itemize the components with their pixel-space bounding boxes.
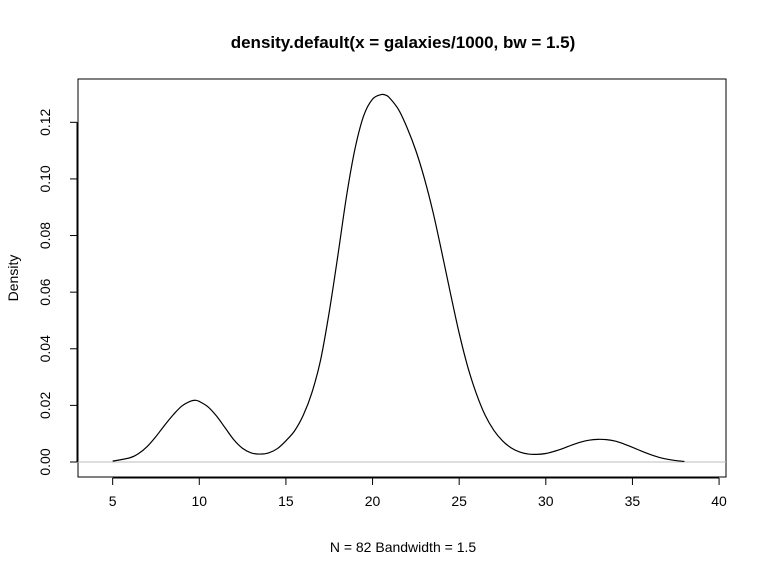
x-tick-label: 20 bbox=[365, 493, 381, 509]
y-tick-label: 0.06 bbox=[37, 278, 53, 305]
x-tick-label: 10 bbox=[191, 493, 207, 509]
x-axis: 5 10 15 20 25 30 35 40 bbox=[109, 477, 727, 509]
x-tick-label: 35 bbox=[625, 493, 641, 509]
y-tick-label: 0.00 bbox=[37, 448, 53, 475]
y-tick-label: 0.10 bbox=[37, 165, 53, 192]
plot-frame bbox=[77, 78, 727, 478]
x-axis-label: N = 82 Bandwidth = 1.5 bbox=[330, 539, 477, 555]
y-tick-label: 0.02 bbox=[37, 392, 53, 419]
x-tick-label: 5 bbox=[109, 493, 117, 509]
x-tick-label: 40 bbox=[711, 493, 727, 509]
y-tick-label: 0.12 bbox=[37, 108, 53, 135]
y-tick-label: 0.08 bbox=[37, 222, 53, 249]
x-tick-label: 15 bbox=[278, 493, 294, 509]
y-tick-label: 0.04 bbox=[37, 335, 53, 362]
chart-title: density.default(x = galaxies/1000, bw = … bbox=[231, 33, 576, 52]
x-tick-label: 25 bbox=[451, 493, 467, 509]
y-axis-label: Density bbox=[5, 255, 21, 302]
x-tick-label: 30 bbox=[538, 493, 554, 509]
density-curve bbox=[112, 93, 685, 463]
y-axis: 0.00 0.02 0.04 0.06 0.08 0.10 0.12 bbox=[37, 108, 78, 476]
series-group bbox=[112, 93, 685, 463]
